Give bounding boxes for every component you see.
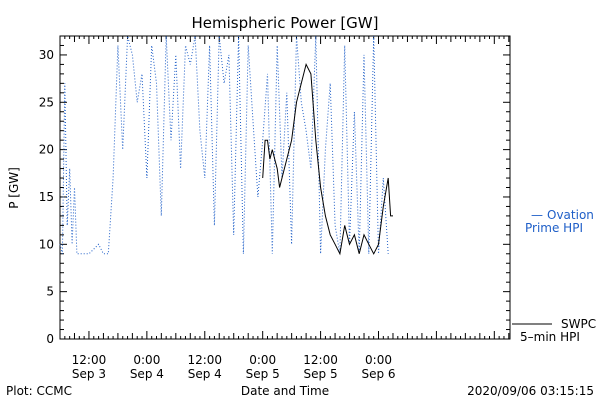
y-axis-label: P [GW]: [7, 167, 21, 209]
legend-ovation-label-1: Ovation: [547, 208, 594, 222]
x-tick-date-label: Sep 5: [246, 367, 280, 381]
y-tick-label: 25: [39, 95, 54, 109]
x-tick-time-label: 0:00: [365, 353, 392, 367]
y-tick-label: 20: [39, 143, 54, 157]
chart-title: Hemispheric Power [GW]: [192, 14, 379, 32]
x-tick-time-label: 12:00: [303, 353, 338, 367]
legend-ovation-label-2: Prime HPI: [525, 221, 583, 235]
x-tick-date-label: Sep 4: [188, 367, 222, 381]
y-tick-label: 0: [46, 332, 54, 346]
x-tick-date-label: Sep 3: [72, 367, 106, 381]
plot-credit: Plot: CCMC: [6, 384, 72, 398]
plot-frame: [59, 35, 511, 340]
series-swpc-line: [262, 62, 393, 256]
x-tick-time-label: 0:00: [133, 353, 160, 367]
legend-swpc-label-1: SWPC: [561, 317, 596, 331]
x-tick-date-label: Sep 4: [130, 367, 164, 381]
x-tick-date-label: Sep 6: [361, 367, 395, 381]
x-tick-time-label: 0:00: [249, 353, 276, 367]
x-tick-date-label: Sep 5: [304, 367, 338, 381]
y-tick-label: 15: [39, 190, 54, 204]
plot-timestamp: 2020/09/06 03:15:15: [467, 384, 594, 398]
series-layer: [59, 35, 393, 256]
legend: — Ovation Prime HPI SWPC 5–min HPI: [512, 208, 596, 344]
series-ovation-prime-line: [59, 35, 389, 255]
legend-ovation-dash: —: [531, 208, 543, 222]
x-axis-label: Date and Time: [241, 384, 329, 398]
y-tick-label: 10: [39, 237, 54, 251]
x-tick-time-label: 12:00: [72, 353, 107, 367]
y-tick-label: 5: [46, 285, 54, 299]
x-tick-time-label: 12:00: [187, 353, 222, 367]
y-axis: 0 5 10 15 20 25 30: [39, 35, 510, 346]
y-tick-label: 30: [39, 48, 54, 62]
legend-swpc-label-2: 5–min HPI: [520, 330, 580, 344]
